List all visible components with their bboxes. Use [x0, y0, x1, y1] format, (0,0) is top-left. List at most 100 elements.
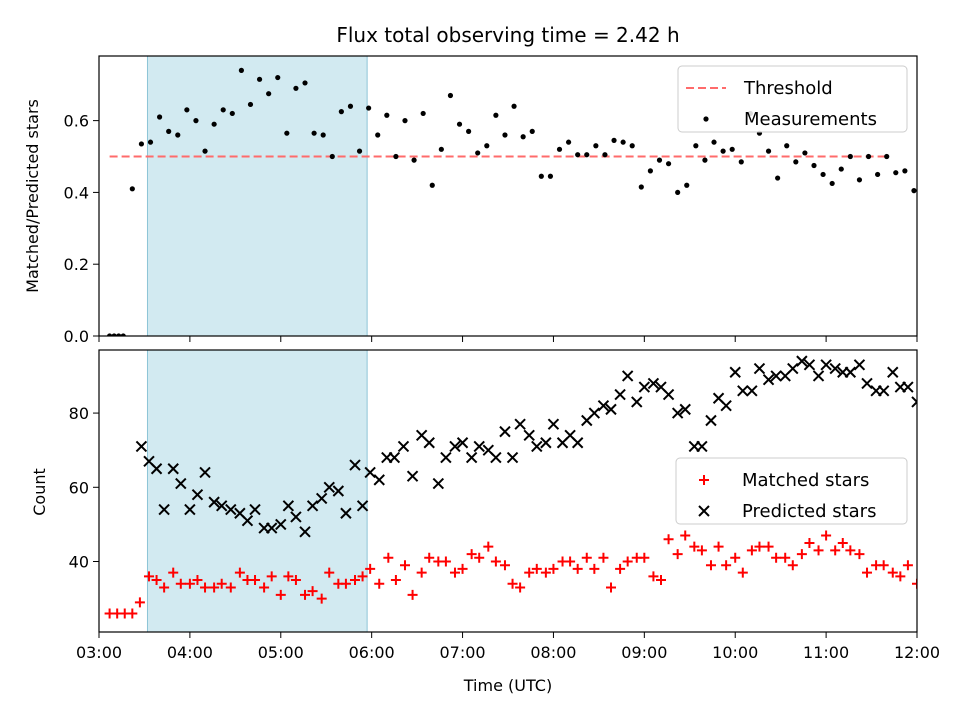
predicted-point — [332, 485, 345, 497]
data-point — [129, 186, 135, 192]
matched-point — [290, 575, 301, 586]
predicted-point — [356, 500, 369, 512]
x-tick-label: 08:00 — [530, 643, 576, 662]
predicted-point — [605, 403, 617, 416]
matched-point — [581, 552, 592, 563]
x-tick-label: 10:00 — [712, 643, 758, 662]
highlight-span — [146, 55, 368, 337]
predicted-point — [440, 451, 452, 464]
data-point — [811, 162, 817, 169]
matched-point — [804, 537, 815, 548]
matched-point — [565, 556, 576, 567]
predicted-point — [423, 437, 435, 449]
matched-point — [689, 541, 700, 552]
matched-point — [730, 552, 741, 563]
matched-point — [887, 567, 898, 578]
data-point — [775, 175, 781, 181]
data-point — [393, 153, 399, 160]
predicted-point — [829, 362, 841, 375]
predicted-point — [349, 459, 361, 471]
data-point — [920, 179, 925, 184]
data-point — [665, 161, 672, 167]
data-point — [266, 91, 272, 97]
data-point — [602, 152, 608, 158]
matched-point — [944, 590, 954, 600]
x-tick-label: 03:00 — [76, 643, 122, 662]
matched-point — [216, 578, 227, 589]
data-point — [884, 153, 890, 160]
data-point — [593, 143, 599, 149]
predicted-point — [397, 440, 410, 453]
matched-point — [540, 567, 551, 578]
predicted-point — [465, 451, 478, 464]
data-point — [611, 137, 617, 143]
matched-point — [737, 567, 748, 578]
predicted-point — [175, 477, 187, 490]
matched-point — [622, 556, 633, 567]
y-tick-label: 60 — [69, 478, 89, 497]
predicted-point — [621, 370, 634, 382]
y-tick-label: 80 — [69, 404, 89, 423]
x-tick-label: 05:00 — [258, 643, 304, 662]
data-point — [575, 152, 581, 158]
data-point — [847, 153, 853, 160]
matched-point — [927, 564, 937, 574]
matched-point — [175, 578, 186, 589]
matched-point — [457, 563, 468, 574]
legend-box — [677, 65, 908, 133]
bottom-y-axis-label: Count — [30, 468, 49, 516]
matched-point — [127, 608, 138, 619]
matched-point — [250, 575, 261, 586]
x-axis-label: Time (UTC) — [463, 676, 552, 695]
matched-point — [507, 578, 518, 589]
predicted-point — [887, 366, 899, 378]
predicted-point — [406, 470, 419, 482]
legend-measurements-swatch — [703, 116, 709, 122]
y-tick-label: 0.4 — [64, 183, 89, 202]
data-point — [138, 141, 145, 147]
matched-point — [449, 567, 460, 578]
data-point — [229, 110, 235, 117]
data-point — [511, 103, 517, 109]
data-point — [865, 153, 872, 160]
matched-point — [316, 593, 327, 604]
data-point — [402, 118, 408, 124]
data-point — [456, 121, 463, 127]
predicted-point — [241, 514, 254, 527]
predicted-point — [373, 474, 385, 486]
matched-point — [365, 563, 376, 574]
predicted-point — [920, 423, 930, 433]
predicted-point — [762, 373, 775, 386]
x-tick-label: 07:00 — [440, 643, 486, 662]
data-point — [529, 128, 535, 134]
y-tick-label: 0.6 — [64, 112, 89, 131]
predicted-point — [540, 437, 552, 449]
matched-point — [200, 582, 211, 593]
predicted-point — [299, 526, 311, 538]
predicted-point — [853, 359, 866, 371]
matched-point — [168, 567, 179, 578]
legend-box — [675, 457, 908, 525]
predicted-point — [306, 500, 319, 512]
matched-point — [862, 567, 873, 578]
data-point — [338, 109, 344, 115]
predicted-point — [753, 362, 766, 375]
data-point — [556, 146, 563, 152]
data-point — [175, 132, 181, 138]
matched-point — [307, 586, 318, 597]
data-point — [784, 143, 790, 149]
predicted-point — [323, 481, 335, 493]
predicted-point — [796, 355, 808, 367]
matched-point — [705, 560, 716, 571]
predicted-point — [770, 370, 782, 382]
predicted-point — [199, 466, 211, 479]
matched-point — [209, 582, 220, 593]
predicted-point — [861, 377, 873, 390]
data-point — [948, 172, 953, 177]
predicted-point — [456, 437, 469, 449]
data-point — [256, 76, 263, 82]
matched-point — [275, 589, 286, 600]
matched-point — [787, 560, 798, 571]
predicted-point — [150, 463, 163, 475]
legend-predicted-swatch — [698, 505, 710, 517]
